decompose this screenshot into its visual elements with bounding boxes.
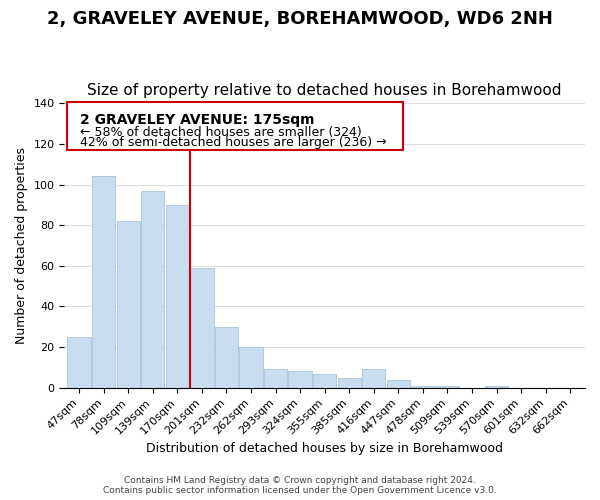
Bar: [264, 370, 287, 388]
Bar: [338, 378, 361, 388]
Y-axis label: Number of detached properties: Number of detached properties: [15, 147, 28, 344]
Bar: [289, 372, 312, 388]
Bar: [67, 337, 91, 388]
Bar: [387, 380, 410, 388]
Bar: [166, 205, 189, 388]
Text: 2, GRAVELEY AVENUE, BOREHAMWOOD, WD6 2NH: 2, GRAVELEY AVENUE, BOREHAMWOOD, WD6 2NH: [47, 10, 553, 28]
Text: ← 58% of detached houses are smaller (324): ← 58% of detached houses are smaller (32…: [80, 126, 362, 138]
Bar: [362, 370, 385, 388]
Bar: [411, 386, 434, 388]
FancyBboxPatch shape: [67, 102, 403, 150]
Text: 42% of semi-detached houses are larger (236) →: 42% of semi-detached houses are larger (…: [80, 136, 386, 149]
Text: Contains HM Land Registry data © Crown copyright and database right 2024.
Contai: Contains HM Land Registry data © Crown c…: [103, 476, 497, 495]
Bar: [436, 386, 459, 388]
Bar: [116, 221, 140, 388]
Bar: [190, 268, 214, 388]
Text: 2 GRAVELEY AVENUE: 175sqm: 2 GRAVELEY AVENUE: 175sqm: [80, 114, 314, 128]
Bar: [313, 374, 337, 388]
Title: Size of property relative to detached houses in Borehamwood: Size of property relative to detached ho…: [88, 83, 562, 98]
Bar: [92, 176, 115, 388]
Bar: [215, 327, 238, 388]
Bar: [239, 347, 263, 388]
X-axis label: Distribution of detached houses by size in Borehamwood: Distribution of detached houses by size …: [146, 442, 503, 455]
Bar: [141, 190, 164, 388]
Bar: [485, 386, 508, 388]
